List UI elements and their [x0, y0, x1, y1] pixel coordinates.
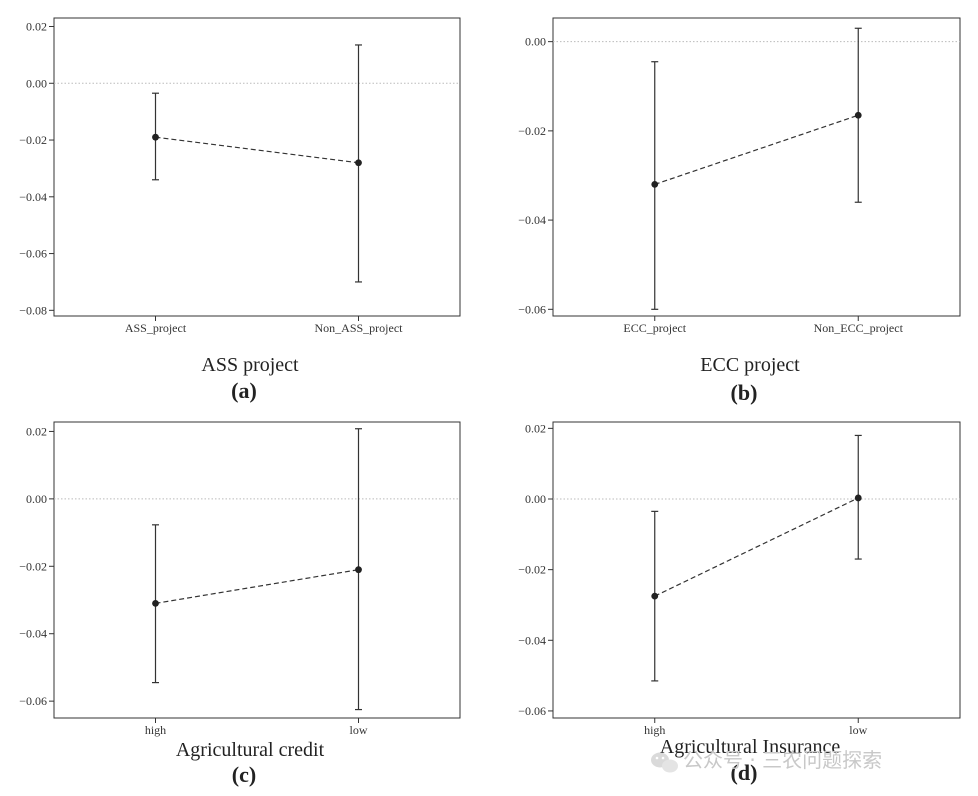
estimate-point-b	[854, 111, 862, 119]
estimate-point-a	[355, 159, 362, 167]
y-tick-label-d: −0.04	[518, 633, 546, 647]
panel-c: 0.02 0.00 −0.02 −0.04 −0.06 high low	[19, 421, 461, 737]
x-tick-label-d: low	[849, 723, 867, 737]
caption-a: ASS project	[201, 354, 299, 376]
y-tick-label-a: −0.06	[19, 247, 47, 261]
y-tick-label-b: −0.06	[518, 302, 546, 316]
estimate-point-d	[651, 592, 659, 600]
watermark: 公众号 · 三农问题探索	[651, 748, 882, 773]
estimate-point-d	[854, 494, 862, 502]
plot-frame-a	[53, 17, 461, 317]
y-tick-label-b: −0.04	[518, 213, 546, 227]
y-tick-label-a: −0.08	[19, 303, 47, 317]
letter-b: (b)	[731, 380, 758, 405]
y-tick-label-d: 0.02	[525, 421, 546, 435]
caption-b: ECC project	[700, 354, 800, 376]
x-tick-label-b: Non_ECC_project	[814, 321, 904, 335]
y-tick-label-a: −0.04	[19, 190, 47, 204]
estimate-point-c	[355, 566, 362, 574]
estimate-point-a	[152, 133, 159, 141]
estimate-point-c	[152, 599, 159, 607]
x-tick-label-b: ECC_project	[623, 321, 686, 335]
panel-b: 0.00 −0.02 −0.04 −0.06 ECC_project Non_ECC_pr…	[518, 17, 961, 335]
y-tick-label-a: −0.02	[19, 133, 47, 147]
panel-a: 0.02 0.00 −0.02 −0.04 −0.06 −0.08 ASS_project N…	[19, 17, 461, 335]
y-tick-label-a: 0.02	[26, 20, 47, 34]
y-tick-label-d: −0.06	[518, 704, 546, 718]
y-tick-label-b: −0.02	[518, 124, 546, 138]
panel-d: 0.02 0.00 −0.02 −0.04 −0.06 high low	[518, 421, 961, 737]
letter-d: (d)	[731, 760, 758, 785]
y-tick-label-c: −0.04	[19, 627, 47, 641]
estimate-line-b	[654, 114, 859, 185]
estimate-point-b	[651, 180, 659, 188]
wechat-icon	[651, 752, 678, 773]
letter-a: (a)	[231, 378, 257, 403]
x-tick-label-c: high	[145, 723, 166, 737]
plot-frame-d	[552, 421, 961, 719]
x-tick-label-a: Non_ASS_project	[315, 321, 404, 335]
caption-d: Agricultural Insurance	[660, 736, 841, 758]
estimate-line-d	[654, 497, 859, 597]
y-tick-label-b: 0.00	[525, 35, 546, 49]
y-tick-label-a: 0.00	[26, 76, 47, 90]
y-tick-label-c: 0.02	[26, 424, 47, 438]
estimate-line-a	[155, 136, 359, 164]
x-tick-label-d: high	[644, 723, 665, 737]
y-tick-label-d: −0.02	[518, 563, 546, 577]
y-tick-label-c: −0.02	[19, 559, 47, 573]
watermark-text: 公众号 · 三农问题探索	[683, 748, 882, 772]
plot-frame-c	[53, 421, 461, 719]
y-tick-label-d: 0.00	[525, 492, 546, 506]
plot-frame-b	[552, 17, 961, 317]
letter-c: (c)	[232, 762, 256, 787]
y-tick-label-c: 0.00	[26, 492, 47, 506]
estimate-line-c	[155, 569, 359, 604]
y-tick-label-c: −0.06	[19, 694, 47, 708]
x-tick-label-c: low	[350, 723, 368, 737]
x-tick-label-a: ASS_project	[125, 321, 187, 335]
caption-c: Agricultural credit	[176, 739, 325, 761]
